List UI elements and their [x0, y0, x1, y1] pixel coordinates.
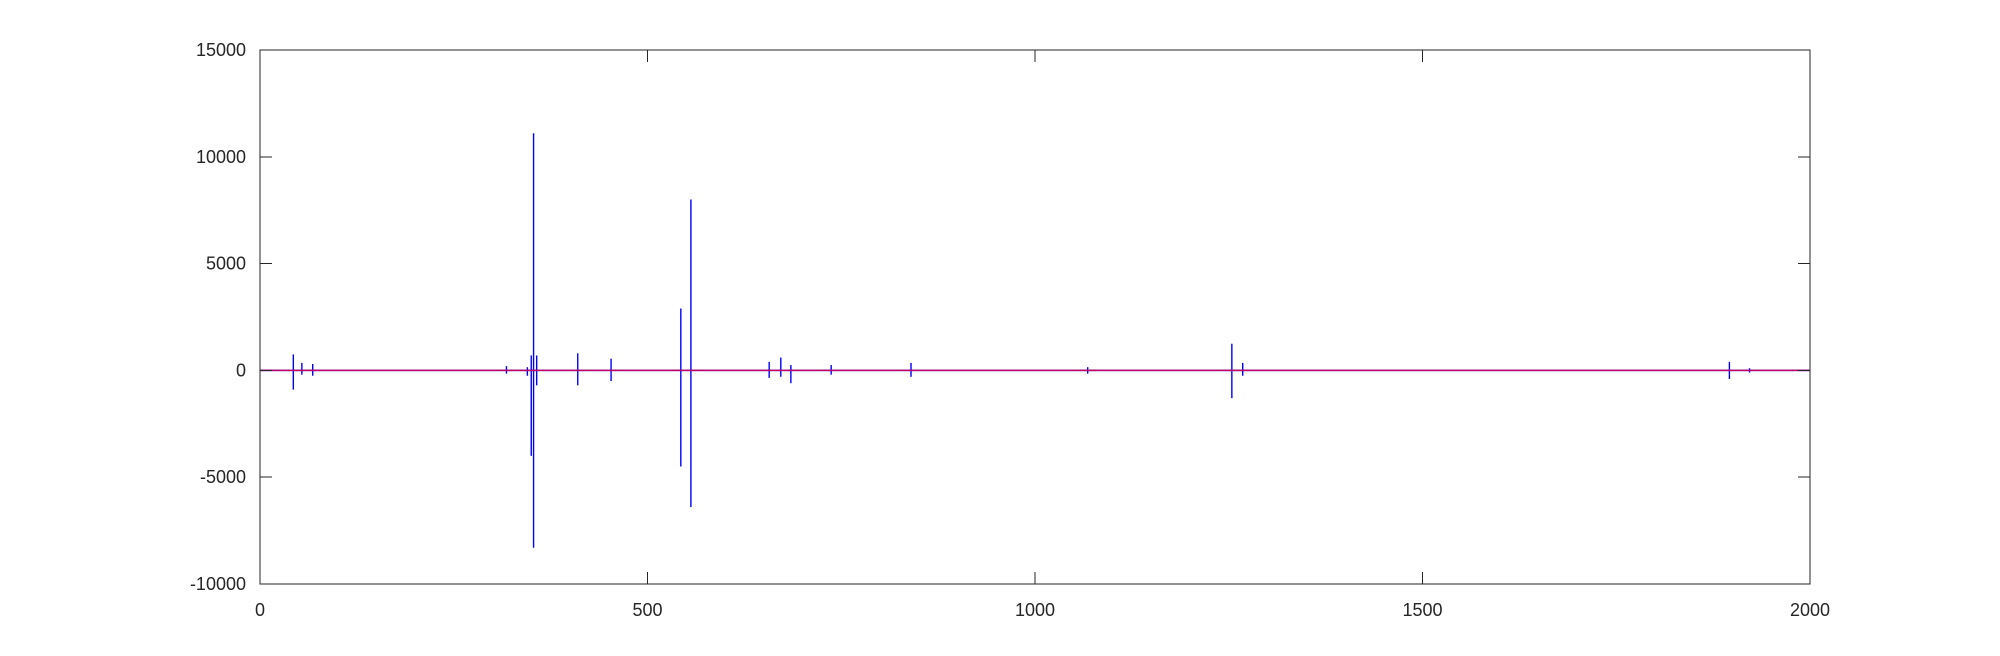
- x-axis: 0 500 1000 1500 2000: [255, 50, 1830, 620]
- plot-frame: [259, 49, 1811, 585]
- y-axis: -10000 -5000 0 5000 10000 15000: [190, 40, 1810, 594]
- x-tick-label: 0: [255, 600, 265, 620]
- series-layer: [260, 133, 1810, 548]
- y-tick-label: -10000: [190, 574, 246, 594]
- y-tick-label: 0: [236, 360, 246, 380]
- x-tick-label: 1500: [1402, 600, 1442, 620]
- y-tick-label: -5000: [200, 467, 246, 487]
- y-tick-label: 15000: [196, 40, 246, 60]
- x-tick-label: 500: [632, 600, 662, 620]
- x-tick-label: 1000: [1015, 600, 1055, 620]
- y-tick-label: 10000: [196, 147, 246, 167]
- x-tick-label: 2000: [1790, 600, 1830, 620]
- y-tick-label: 5000: [206, 254, 246, 274]
